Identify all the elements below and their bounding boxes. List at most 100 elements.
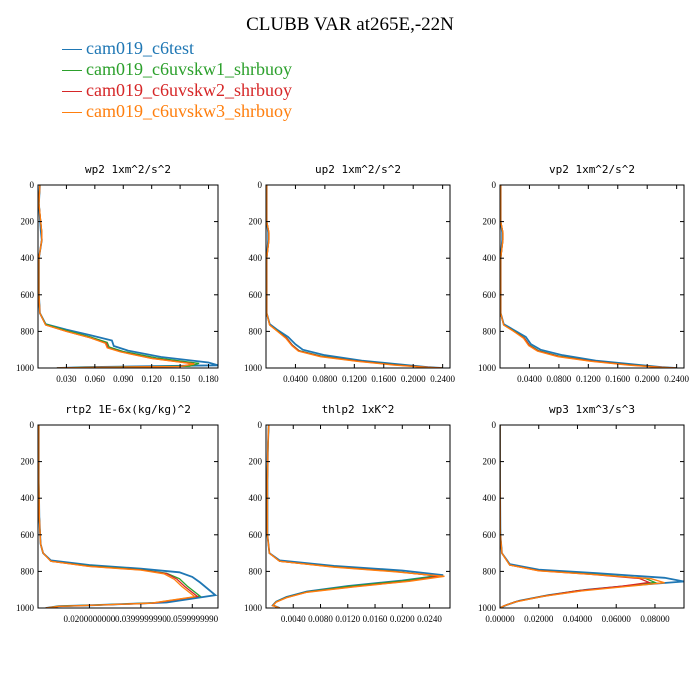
panel-4: rtp2 1E-6x(kg/kg)^2 0 200 400 600 800 1000 0.02… bbox=[16, 403, 219, 624]
y-tick-label: 1000 bbox=[244, 603, 263, 613]
y-tick-label: 600 bbox=[249, 290, 263, 300]
x-tick-label: 0.06000 bbox=[602, 614, 632, 624]
series-line bbox=[38, 425, 197, 608]
series-line bbox=[38, 185, 195, 368]
legend-swatch bbox=[62, 112, 82, 114]
x-tick-label: 0.0599999990 bbox=[166, 614, 218, 624]
y-tick-label: 600 bbox=[483, 530, 497, 540]
y-tick-label: 800 bbox=[21, 326, 35, 336]
legend-item: cam019_c6uvskw2_shrbuoy bbox=[62, 80, 292, 101]
y-tick-label: 400 bbox=[483, 253, 497, 263]
x-tick-label: 0.0200000000 bbox=[64, 614, 116, 624]
series-line bbox=[500, 185, 677, 368]
x-tick-label: 0.04000 bbox=[563, 614, 593, 624]
x-tick-label: 0.0399999990 bbox=[115, 614, 167, 624]
y-tick-label: 0 bbox=[258, 420, 263, 430]
x-tick-label: 0.0240 bbox=[417, 614, 442, 624]
y-tick-label: 600 bbox=[483, 290, 497, 300]
y-tick-label: 200 bbox=[483, 457, 497, 467]
y-tick-label: 800 bbox=[249, 566, 263, 576]
x-tick-label: 0.1600 bbox=[605, 374, 630, 384]
legend: cam019_c6test cam019_c6uvskw1_shrbuoy ca… bbox=[62, 38, 292, 122]
legend-item: cam019_c6test bbox=[62, 38, 292, 59]
legend-swatch bbox=[62, 91, 82, 93]
series-line bbox=[38, 425, 199, 608]
y-tick-label: 600 bbox=[249, 530, 263, 540]
panel-3: vp2 1xm^2/s^2 0 200 400 600 800 1000 0.0400 0.08… bbox=[478, 163, 690, 384]
x-tick-label: 0.1600 bbox=[371, 374, 396, 384]
x-tick-label: 0.030 bbox=[56, 374, 77, 384]
x-tick-label: 0.0200 bbox=[390, 614, 415, 624]
legend-label: cam019_c6uvskw3_shrbuoy bbox=[86, 101, 292, 121]
series-line bbox=[266, 185, 443, 368]
x-tick-label: 0.0400 bbox=[283, 374, 308, 384]
y-tick-label: 1000 bbox=[16, 363, 35, 373]
series-line bbox=[266, 185, 443, 368]
y-tick-label: 400 bbox=[21, 253, 35, 263]
panel-5: thlp2 1xK^2 0 200 400 600 800 1000 0.0040 0.0080… bbox=[244, 403, 451, 624]
x-tick-label: 0.090 bbox=[113, 374, 134, 384]
x-tick-label: 0.0080 bbox=[308, 614, 333, 624]
series-line bbox=[38, 185, 200, 368]
x-tick-label: 0.02000 bbox=[524, 614, 554, 624]
y-tick-label: 800 bbox=[483, 566, 497, 576]
y-tick-label: 0 bbox=[492, 420, 497, 430]
plot-frame bbox=[37, 184, 219, 369]
y-tick-label: 800 bbox=[21, 566, 35, 576]
page-title: CLUBB VAR at265E,-22N bbox=[246, 14, 454, 35]
panel-1: wp2 1xm^2/s^2 0 200 400 600 800 1000 0.030 0.060… bbox=[16, 163, 219, 384]
x-tick-label: 0.0400 bbox=[517, 374, 542, 384]
y-tick-label: 200 bbox=[21, 217, 35, 227]
legend-label: cam019_c6uvskw2_shrbuoy bbox=[86, 80, 292, 100]
plot-frame bbox=[499, 184, 685, 369]
panel-title: thlp2 1xK^2 bbox=[322, 403, 395, 416]
legend-swatch bbox=[62, 70, 82, 72]
x-tick-label: 0.150 bbox=[170, 374, 191, 384]
legend-item: cam019_c6uvskw1_shrbuoy bbox=[62, 59, 292, 80]
x-tick-label: 0.120 bbox=[142, 374, 163, 384]
x-tick-label: 0.0120 bbox=[335, 614, 360, 624]
panel-title: vp2 1xm^2/s^2 bbox=[549, 163, 635, 176]
y-tick-label: 1000 bbox=[16, 603, 35, 613]
series-line bbox=[266, 425, 445, 608]
y-tick-label: 600 bbox=[21, 290, 35, 300]
y-tick-label: 400 bbox=[249, 253, 263, 263]
x-tick-label: 0.180 bbox=[198, 374, 219, 384]
x-tick-label: 0.0800 bbox=[547, 374, 572, 384]
y-tick-label: 400 bbox=[21, 493, 35, 503]
series-line bbox=[266, 185, 443, 368]
series-line bbox=[500, 185, 677, 368]
y-tick-label: 200 bbox=[21, 457, 35, 467]
x-tick-label: 0.0160 bbox=[363, 614, 388, 624]
x-tick-label: 0.2400 bbox=[664, 374, 689, 384]
legend-label: cam019_c6test bbox=[86, 38, 194, 58]
series-line bbox=[266, 185, 443, 368]
x-tick-label: 0.1200 bbox=[342, 374, 367, 384]
y-tick-label: 0 bbox=[492, 180, 497, 190]
y-tick-label: 200 bbox=[483, 217, 497, 227]
series-line bbox=[38, 425, 218, 608]
x-tick-label: 0.2000 bbox=[401, 374, 426, 384]
series-line bbox=[500, 185, 677, 368]
y-tick-label: 1000 bbox=[244, 363, 263, 373]
legend-item: cam019_c6uvskw3_shrbuoy bbox=[62, 101, 292, 122]
legend-swatch bbox=[62, 49, 82, 51]
y-tick-label: 200 bbox=[249, 217, 263, 227]
x-tick-label: 0.2000 bbox=[635, 374, 660, 384]
x-tick-label: 0.00000 bbox=[485, 614, 515, 624]
y-tick-label: 400 bbox=[249, 493, 263, 503]
x-tick-label: 0.060 bbox=[85, 374, 106, 384]
series-line bbox=[500, 425, 665, 608]
panel-2: up2 1xm^2/s^2 0 200 400 600 800 1000 0.0400 0.08… bbox=[244, 163, 456, 384]
panel-title: rtp2 1E-6x(kg/kg)^2 bbox=[65, 403, 191, 416]
series-line bbox=[500, 425, 652, 608]
x-tick-label: 0.08000 bbox=[640, 614, 670, 624]
y-tick-label: 0 bbox=[30, 420, 35, 430]
plot-frame bbox=[499, 424, 685, 609]
x-tick-label: 0.1200 bbox=[576, 374, 601, 384]
y-tick-label: 1000 bbox=[478, 363, 497, 373]
plot-frame bbox=[265, 424, 451, 609]
series-line bbox=[38, 185, 195, 368]
